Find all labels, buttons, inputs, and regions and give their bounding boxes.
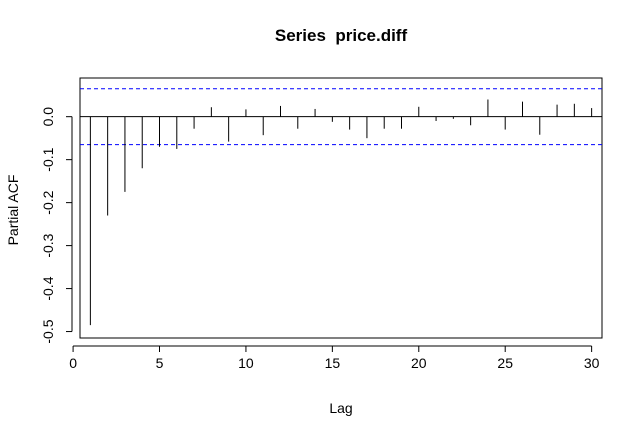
plot-frame — [79, 77, 603, 339]
x-tick-label: 20 — [411, 355, 427, 371]
y-tick-label: -0.4 — [40, 276, 56, 300]
x-tick-label: 15 — [325, 355, 341, 371]
y-tick-label: -0.1 — [40, 147, 56, 171]
y-tick-label: -0.2 — [40, 190, 56, 214]
chart-title: Series price.diff — [275, 26, 408, 45]
x-axis-label: Lag — [329, 400, 352, 416]
y-tick-label: -0.3 — [40, 233, 56, 257]
x-tick-label: 25 — [497, 355, 513, 371]
x-tick-label: 10 — [238, 355, 254, 371]
y-tick-label: 0.0 — [40, 107, 56, 127]
x-tick-label: 30 — [584, 355, 600, 371]
plot-marks: 0 5 10 15 20 25 30 -0.5 -0.4 -0.3 -0.2 -0.1 0.0 — [40, 88, 602, 371]
x-tick-label: 5 — [156, 355, 164, 371]
y-axis-label: Partial ACF — [5, 175, 21, 246]
y-tick-label: -0.5 — [40, 319, 56, 343]
x-tick-label: 0 — [69, 355, 77, 371]
